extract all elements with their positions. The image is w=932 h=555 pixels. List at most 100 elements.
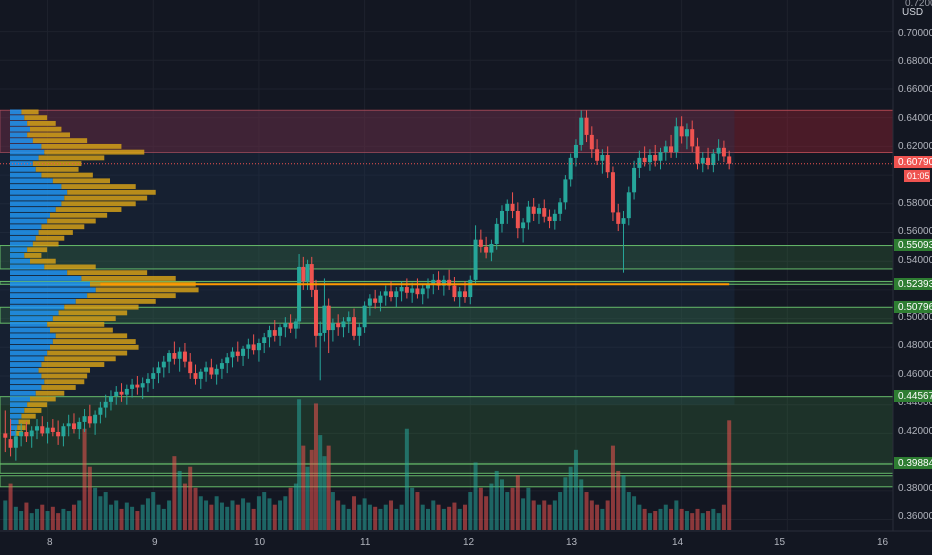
candle-body [610,172,615,213]
volume-bar [29,513,34,530]
date-tick: 10 [254,537,266,548]
candle-body [431,279,436,285]
candle-body [484,246,489,253]
volume-profile-sell-bar [38,367,90,373]
candle-body [674,126,679,153]
volume-bar [241,498,246,530]
volume-bar [700,513,705,530]
volume-profile-sell-bar [47,218,96,224]
volume-profile-sell-bar [95,287,199,293]
volume-bar [278,500,283,530]
volume-profile-sell-bar [52,316,116,322]
candle-body [600,154,605,161]
volume-bar [584,492,589,530]
volume-profile-sell-bar [58,310,128,316]
volume-profile-sell-bar [44,149,145,155]
volume-bar [478,487,483,530]
volume-profile-buy-bar [10,304,65,310]
volume-profile-buy-bar [10,230,39,235]
volume-profile-sell-bar [47,350,128,356]
last-price-value: 0.60790 [898,157,932,168]
volume-bar [674,500,679,530]
candle-body [235,351,240,356]
volume-bar [357,504,362,530]
volume-bar [225,506,230,530]
volume-bar [521,498,526,530]
volume-bar [301,445,306,530]
volume-profile-sell-bar [38,155,105,161]
candle-body [82,416,87,422]
volume-bar [647,513,652,530]
volume-bar [637,504,642,530]
volume-bar [19,511,24,530]
volume-bar [552,500,557,530]
volume-profile-buy-bar [10,241,33,247]
volume-bar [721,504,726,530]
volume-bar [494,470,499,530]
candle-body [711,153,716,166]
candle-body [346,317,351,322]
volume-bar [71,504,76,530]
volume-profile-sell-bar [55,207,122,212]
candle-body [293,321,298,329]
level-badge-value: 0.39884 [898,458,932,469]
volume-bar [288,487,293,530]
volume-bar [558,492,563,530]
volume-profile-buy-bar [10,178,53,184]
candle-body [87,416,92,424]
volume-bar [610,445,615,530]
volume-bar [684,511,689,530]
volume-profile-sell-bar [18,419,30,425]
candle-body [526,206,531,223]
volume-bar [711,508,716,530]
candle-body [256,342,261,351]
volume-bar [399,504,404,530]
volume-bar [305,466,310,530]
volume-bar [579,479,584,530]
price-axis[interactable]: 0.72000 USD 0.70000 0.68000 0.66000 0.64… [898,0,932,522]
volume-bar [124,502,129,530]
volume-bar [436,504,441,530]
volume-bar [156,504,161,530]
volume-bar [642,508,647,530]
level-badge-value: 0.50796 [898,302,932,313]
volume-bar [318,435,323,530]
date-tick: 16 [877,537,889,548]
candle-body [521,222,526,229]
volume-bar [404,428,409,530]
candle-body [140,383,145,388]
volume-profile-buy-bar [10,275,82,281]
candle-body [145,378,150,384]
price-tick: 0.54000 [898,255,932,266]
volume-bar [34,508,39,530]
time-axis[interactable]: 8 9 10 11 12 13 14 15 16 [47,537,889,548]
volume-bar [346,508,351,530]
date-tick: 15 [774,537,786,548]
candle-body [658,152,663,161]
volume-profile-buy-bar [10,166,36,172]
candle-body [225,357,230,364]
candle-body [721,147,726,157]
volume-bar [193,487,198,530]
level-zone [0,306,894,324]
volume-bar [87,466,92,530]
volume-bar [515,475,520,530]
volume-bar [177,470,182,530]
volume-profile-buy-bar [10,402,28,408]
volume-profile-sell-bar [30,126,62,132]
volume-layer [3,399,732,530]
candle-body [61,426,66,437]
volume-bar [679,508,684,530]
candle-body [318,332,323,336]
line-layer [0,163,893,286]
level-badge: 0.44567 [894,390,932,402]
volume-bar [510,487,515,530]
candle-body [462,291,467,298]
volume-profile-buy-bar [10,362,42,367]
date-tick: 13 [566,537,578,548]
candle-body [124,388,129,395]
price-tick: 0.38000 [898,483,932,494]
price-tick: 0.58000 [898,198,932,209]
